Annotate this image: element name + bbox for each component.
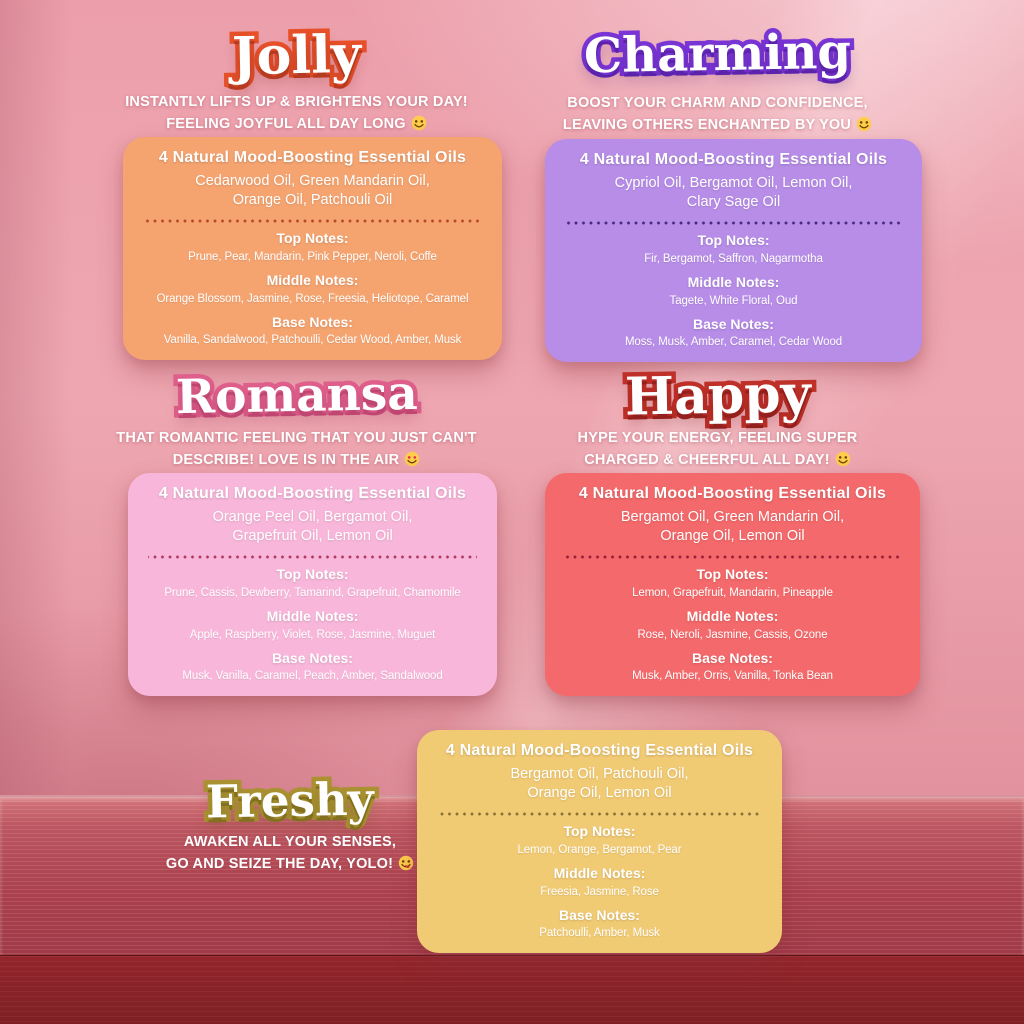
happy-tagline-line1: HYPE YOUR ENERGY, FEELING SUPER	[577, 430, 858, 446]
oils-line1: Orange Peel Oil, Bergamot Oil,	[212, 508, 413, 525]
base-notes-text: Patchoulli, Amber, Musk	[539, 927, 660, 940]
middle-notes-text: Tagete, White Floral, Oud	[669, 294, 798, 307]
base-notes-text: Vanilla, Sandalwood, Patchoulli, Cedar W…	[163, 334, 462, 347]
star-struck-face-icon	[856, 116, 872, 132]
card-heading: 4 Natural Mood-Boosting Essential Oils	[445, 742, 754, 759]
freshy-tagline-line1: AWAKEN ALL YOUR SENSES,	[183, 834, 397, 850]
freshy-tagline: AWAKEN ALL YOUR SENSES, GO AND SEIZE THE…	[110, 832, 470, 876]
jolly-section-title: Jolly	[123, 19, 470, 91]
oils-line2: Clary Sage Oil	[686, 193, 781, 210]
card-heading: 4 Natural Mood-Boosting Essential Oils	[578, 485, 887, 502]
freshy-title-text: Freshy	[201, 768, 379, 833]
top-notes-label: Top Notes:	[276, 566, 349, 583]
dotted-divider	[437, 812, 762, 817]
base-notes-label: Base Notes:	[559, 906, 640, 923]
happy-tagline: HYPE YOUR ENERGY, FEELING SUPER CHARGED …	[538, 428, 897, 472]
oils-line2: Orange Oil, Patchouli Oil	[232, 191, 393, 208]
oils-line1: Cypriol Oil, Bergamot Oil, Lemon Oil,	[614, 174, 853, 191]
card-heading: 4 Natural Mood-Boosting Essential Oils	[158, 485, 467, 502]
top-notes-label: Top Notes:	[697, 232, 770, 249]
hugging-face-icon	[835, 451, 851, 467]
base-notes-text: Musk, Amber, Orris, Vanilla, Tonka Bean	[632, 670, 833, 683]
romansa-section-title: Romansa	[123, 361, 470, 429]
base-notes-label: Base Notes:	[272, 649, 353, 666]
card-oils-list: Orange Peel Oil, Bergamot Oil, Grapefrui…	[144, 508, 481, 546]
top-notes-text: Prune, Pear, Mandarin, Pink Pepper, Nero…	[188, 251, 437, 264]
dotted-divider	[148, 555, 477, 560]
oils-line2: Orange Oil, Lemon Oil	[527, 784, 672, 801]
oils-line2: Grapefruit Oil, Lemon Oil	[232, 527, 393, 544]
jolly-title-text: Jolly	[227, 19, 366, 91]
romansa-tagline: THAT ROMANTIC FEELING THAT YOU JUST CAN'…	[100, 428, 493, 472]
happy-tagline-line2: CHARGED & CHEERFUL ALL DAY!	[584, 451, 830, 468]
top-notes-label: Top Notes:	[563, 823, 636, 840]
dotted-divider	[143, 219, 482, 224]
jolly-card: 4 Natural Mood-Boosting Essential Oils C…	[123, 137, 502, 361]
charming-tagline: BOOST YOUR CHARM AND CONFIDENCE, LEAVING…	[530, 93, 905, 137]
middle-notes-label: Middle Notes:	[266, 608, 359, 625]
zany-winking-tongue-face-icon	[398, 855, 414, 871]
jolly-tagline: INSTANTLY LIFTS UP & BRIGHTENS YOUR DAY!…	[103, 92, 490, 136]
happy-section-title: Happy	[545, 359, 890, 432]
middle-notes-text: Orange Blossom, Jasmine, Rose, Freesia, …	[156, 292, 469, 305]
happy-card: 4 Natural Mood-Boosting Essential Oils B…	[545, 473, 920, 697]
charming-section-title: Charming	[545, 19, 890, 89]
grinning-squinting-face-icon	[411, 115, 427, 131]
base-notes-text: Moss, Musk, Amber, Caramel, Cedar Wood	[624, 336, 843, 349]
base-notes-label: Base Notes:	[272, 313, 353, 330]
charming-tagline-line1: BOOST YOUR CHARM AND CONFIDENCE,	[567, 95, 868, 111]
middle-notes-label: Middle Notes:	[687, 274, 780, 291]
romansa-tagline-line2: DESCRIBE! LOVE IS IN THE AIR	[172, 451, 400, 468]
card-oils-list: Bergamot Oil, Green Mandarin Oil, Orange…	[561, 508, 904, 546]
freshy-tagline-line2: GO AND SEIZE THE DAY, YOLO!	[165, 855, 394, 872]
freshy-section-title: Freshy	[160, 768, 420, 833]
dotted-divider	[565, 221, 902, 226]
dotted-divider	[565, 555, 900, 560]
middle-notes-label: Middle Notes:	[686, 608, 779, 625]
top-notes-text: Lemon, Grapefruit, Mandarin, Pineapple	[632, 587, 833, 600]
base-notes-label: Base Notes:	[692, 649, 773, 666]
middle-notes-text: Rose, Neroli, Jasmine, Cassis, Ozone	[637, 628, 828, 641]
freshy-card: 4 Natural Mood-Boosting Essential Oils B…	[417, 730, 782, 954]
oils-line1: Bergamot Oil, Patchouli Oil,	[510, 765, 689, 782]
card-oils-list: Bergamot Oil, Patchouli Oil, Orange Oil,…	[433, 765, 766, 803]
top-notes-text: Prune, Cassis, Dewberry, Tamarind, Grape…	[164, 587, 461, 600]
oils-line1: Cedarwood Oil, Green Mandarin Oil,	[195, 172, 430, 189]
oils-line2: Orange Oil, Lemon Oil	[660, 527, 805, 544]
oils-line1: Bergamot Oil, Green Mandarin Oil,	[620, 508, 845, 525]
top-notes-label: Top Notes:	[276, 230, 349, 247]
card-oils-list: Cypriol Oil, Bergamot Oil, Lemon Oil, Cl…	[561, 174, 906, 212]
jolly-tagline-line2: FEELING JOYFUL ALL DAY LONG	[166, 115, 406, 132]
romansa-title-text: Romansa	[171, 361, 423, 429]
card-heading: 4 Natural Mood-Boosting Essential Oils	[158, 149, 467, 166]
top-notes-label: Top Notes:	[696, 566, 769, 583]
top-notes-text: Fir, Bergamot, Saffron, Nagarmotha	[644, 253, 823, 266]
charming-title-text: Charming	[579, 19, 856, 89]
romansa-tagline-line1: THAT ROMANTIC FEELING THAT YOU JUST CAN'…	[116, 430, 477, 446]
card-heading: 4 Natural Mood-Boosting Essential Oils	[579, 151, 888, 168]
wooden-table-front-edge	[0, 955, 1024, 1024]
card-oils-list: Cedarwood Oil, Green Mandarin Oil, Orang…	[139, 172, 486, 210]
middle-notes-label: Middle Notes:	[553, 865, 646, 882]
charming-card: 4 Natural Mood-Boosting Essential Oils C…	[545, 139, 922, 363]
middle-notes-text: Freesia, Jasmine, Rose	[540, 885, 659, 898]
heart-eyes-face-icon	[404, 451, 420, 467]
romansa-card: 4 Natural Mood-Boosting Essential Oils O…	[128, 473, 497, 697]
base-notes-text: Musk, Vanilla, Caramel, Peach, Amber, Sa…	[182, 670, 443, 683]
base-notes-label: Base Notes:	[693, 315, 774, 332]
middle-notes-text: Apple, Raspberry, Violet, Rose, Jasmine,…	[189, 628, 436, 641]
top-notes-text: Lemon, Orange, Bergamot, Pear	[517, 844, 682, 857]
charming-tagline-line2: LEAVING OTHERS ENCHANTED BY YOU	[562, 116, 852, 133]
happy-title-text: Happy	[620, 359, 816, 432]
middle-notes-label: Middle Notes:	[266, 272, 359, 289]
jolly-tagline-line1: INSTANTLY LIFTS UP & BRIGHTENS YOUR DAY!	[125, 94, 468, 110]
